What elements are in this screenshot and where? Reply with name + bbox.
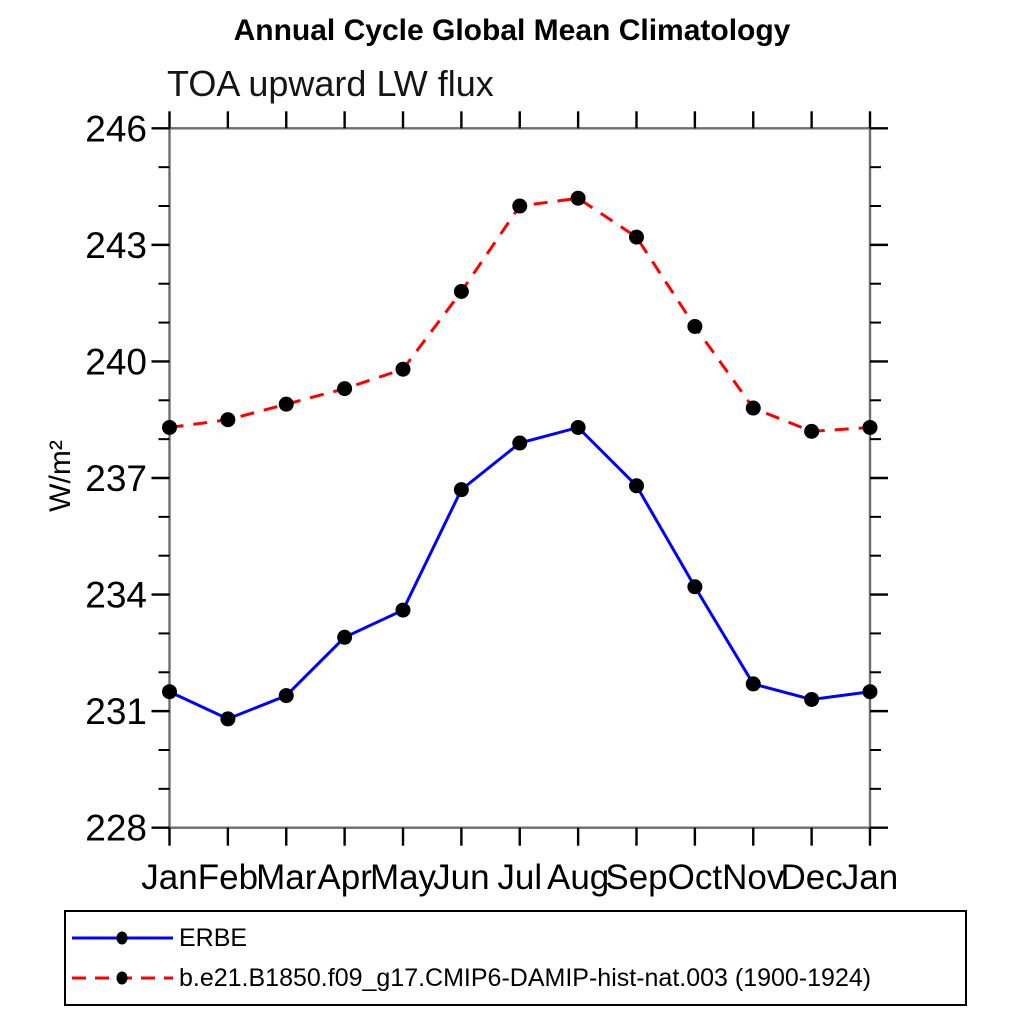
x-tick-label: Jan — [842, 858, 898, 897]
data-point-marker — [745, 400, 761, 416]
data-point-marker — [687, 579, 703, 595]
data-point-marker — [337, 381, 353, 397]
data-point-marker — [162, 684, 177, 700]
x-tick-label: Apr — [317, 858, 372, 897]
series-line-0 — [168, 425, 871, 721]
legend-swatch-model — [72, 971, 173, 985]
data-point-marker — [687, 318, 703, 334]
data-point-marker — [453, 283, 469, 299]
legend-label-erbe: ERBE — [179, 923, 248, 952]
data-point-marker — [278, 396, 294, 412]
y-tick-label: 240 — [85, 341, 147, 382]
figure-subtitle: TOA upward LW flux — [167, 63, 494, 104]
y-tick-label: 228 — [85, 808, 147, 849]
data-point-marker — [220, 711, 236, 727]
data-point-marker — [395, 602, 411, 618]
x-tick-label: May — [370, 858, 437, 897]
legend-marker — [116, 931, 128, 945]
y-tick-label: 246 — [85, 108, 147, 149]
x-tick-label: Aug — [547, 858, 609, 897]
x-tick-label: Dec — [781, 858, 843, 897]
y-tick-label: 234 — [85, 575, 147, 616]
data-point-marker — [453, 482, 469, 498]
x-tick-label: Jan — [141, 858, 197, 897]
x-tick-label: Oct — [668, 858, 723, 897]
legend-marker — [116, 971, 128, 985]
legend-box: ERBE b.e21.B1850.f09_g17.CMIP6-DAMIP-his… — [64, 910, 967, 1006]
legend-row-erbe: ERBE — [72, 923, 965, 953]
x-tick-label: Sep — [605, 858, 667, 897]
data-point-marker — [862, 684, 878, 700]
data-point-marker — [745, 676, 761, 692]
data-point-marker — [512, 198, 528, 214]
data-point-marker — [804, 423, 820, 439]
data-point-marker — [337, 629, 353, 645]
legend-label-model: b.e21.B1850.f09_g17.CMIP6-DAMIP-hist-nat… — [179, 963, 872, 992]
data-point-marker — [862, 419, 878, 435]
y-tick-label: 237 — [85, 458, 147, 499]
data-point-marker — [629, 229, 644, 245]
data-point-marker — [162, 419, 177, 435]
data-point-marker — [570, 190, 586, 206]
x-tick-label: Mar — [256, 858, 317, 897]
legend-swatch-erbe — [72, 931, 173, 945]
data-point-marker — [220, 412, 236, 428]
data-point-marker — [570, 419, 586, 435]
data-point-marker — [278, 688, 294, 704]
x-tick-label: Nov — [722, 858, 785, 897]
legend-row-model: b.e21.B1850.f09_g17.CMIP6-DAMIP-hist-nat… — [72, 963, 965, 993]
data-point-marker — [512, 435, 528, 451]
x-tick-label: Jul — [497, 858, 542, 897]
x-tick-label: Feb — [198, 858, 258, 897]
x-tick-label: Jun — [433, 858, 489, 897]
figure-title: Annual Cycle Global Mean Climatology — [233, 14, 791, 47]
series-line-1 — [169, 196, 871, 433]
data-point-marker — [395, 361, 411, 377]
y-tick-label: 231 — [85, 691, 147, 732]
data-point-marker — [804, 691, 820, 707]
data-point-marker — [629, 478, 644, 494]
plot-frame — [168, 127, 872, 829]
y-tick-label: 243 — [85, 225, 147, 266]
